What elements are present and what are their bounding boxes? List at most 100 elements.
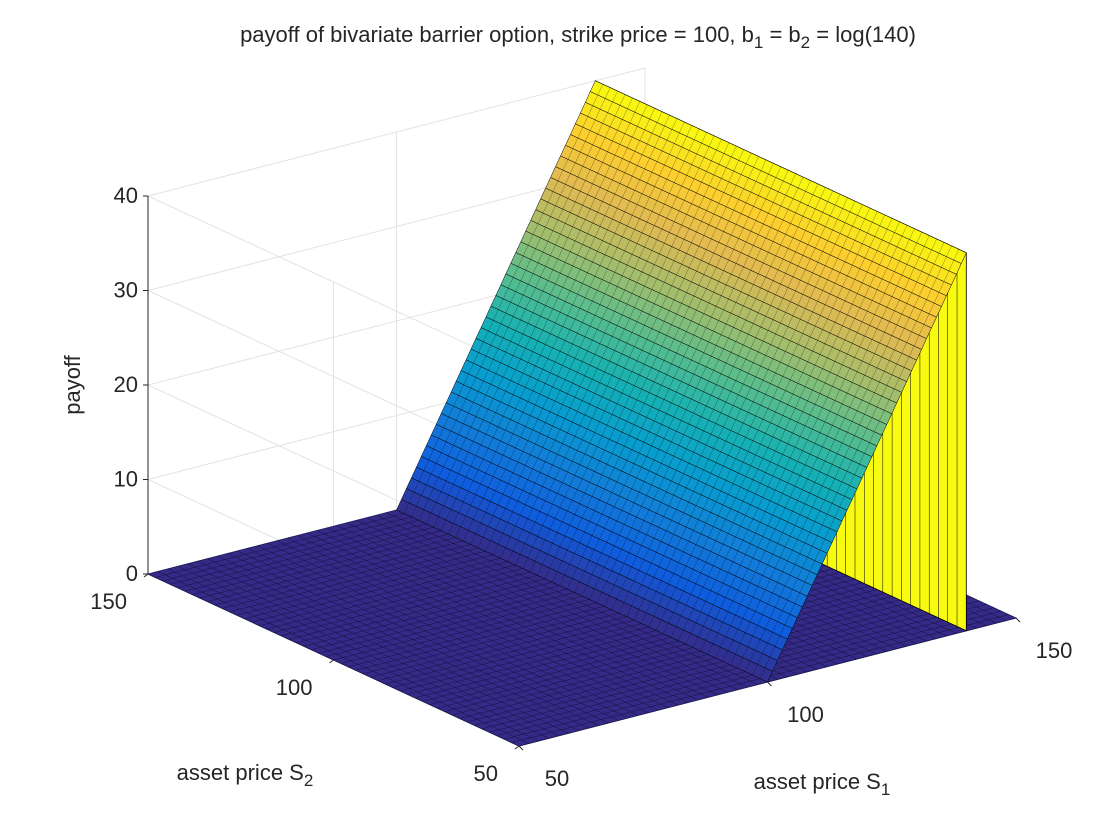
subscript: 1 [881, 780, 890, 799]
x-tick-mark [767, 681, 772, 687]
payoff-ramp-mesh-line [596, 173, 796, 603]
payoff-ramp-mesh-line [574, 163, 774, 593]
payoff-ramp-mesh-line [425, 94, 626, 524]
payoff-ramp-mesh-line [463, 111, 663, 542]
z-axis-label: payoff [60, 354, 85, 414]
payoff-ramp-mesh-line [448, 104, 648, 535]
payoff-ramp-mesh-line [537, 146, 737, 576]
surface-mesh-line [197, 560, 569, 734]
payoff-ramp-mesh-line [455, 108, 655, 538]
payoff-ramp-mesh-line [759, 249, 960, 679]
x-tick-mark [1015, 617, 1021, 623]
x-tick-mark [518, 745, 524, 751]
z-tick-label: 0 [126, 561, 138, 586]
x-tick-label: 150 [1036, 638, 1073, 663]
payoff-ramp-mesh-line [663, 204, 863, 634]
payoff-ramp-mesh-line [745, 242, 945, 672]
payoff-ramp-mesh-line [500, 128, 700, 559]
payoff-ramp-mesh-line [752, 245, 952, 676]
x-tick-label: 50 [545, 766, 569, 791]
subscript: 2 [801, 33, 810, 52]
payoff-ramp-mesh-line [700, 221, 900, 652]
payoff-ramp-mesh-line [737, 238, 937, 669]
payoff-ramp-mesh-line [411, 87, 611, 517]
surface-mesh-line [376, 514, 748, 688]
surface-mesh-line [296, 535, 669, 708]
surface-mesh-line [277, 540, 649, 713]
payoff-ramp-mesh-line [589, 170, 789, 600]
surface-mesh-line [287, 537, 659, 711]
label-text: asset price S [754, 769, 881, 794]
surface-mesh-line [356, 520, 728, 693]
payoff-ramp-mesh-line [559, 156, 759, 586]
payoff-ramp-mesh-line [515, 135, 715, 566]
payoff-ramp-mesh-line [403, 84, 603, 514]
y-axis-label: asset price S2 [177, 760, 314, 790]
surface-mesh-line [217, 555, 589, 729]
payoff-ramp-mesh-line [611, 180, 811, 610]
z-tick-label: 10 [114, 467, 138, 492]
payoff-surface [146, 80, 1018, 747]
payoff-ramp-mesh-line [656, 201, 856, 631]
y-tick-label: 100 [276, 675, 313, 700]
payoff-ramp-mesh-line [581, 166, 781, 597]
surface-mesh-line [167, 568, 539, 742]
payoff-ramp-mesh-line [641, 194, 841, 624]
surface-mesh-line [306, 532, 679, 706]
payoff-ramp-mesh-line [618, 183, 819, 614]
payoff-ramp-mesh-line [566, 159, 767, 590]
surface-mesh-line [257, 545, 629, 719]
surface-mesh-line [207, 558, 579, 731]
subscript: 1 [754, 33, 763, 52]
payoff-ramp-mesh-line [707, 225, 908, 655]
payoff-ramp-mesh-line [477, 118, 678, 548]
z-tick-label: 40 [114, 183, 138, 208]
axis-labels: payoff of bivariate barrier option, stri… [60, 22, 916, 799]
payoff-ramp-mesh-line [433, 97, 633, 528]
chart-title: payoff of bivariate barrier option, stri… [240, 22, 916, 52]
payoff-ramp-mesh-line [485, 121, 685, 552]
z-tick-label: 20 [114, 372, 138, 397]
surface-mesh-line [366, 517, 738, 690]
payoff-ramp-mesh-line [722, 232, 922, 662]
payoff-ramp-mesh-line [715, 228, 915, 659]
payoff-ramp-mesh-line [693, 218, 893, 648]
surface-mesh-line [386, 512, 758, 685]
payoff-ramp-mesh-line [648, 197, 848, 628]
y-tick-label: 50 [474, 761, 498, 786]
surface-mesh-line [326, 527, 699, 701]
surface-mesh-line [227, 553, 599, 726]
payoff-ramp-mesh-line [626, 187, 826, 617]
payoff-ramp-mesh-line [470, 115, 670, 545]
payoff-ramp-mesh-line [544, 149, 744, 579]
payoff-ramp-mesh-line [633, 190, 833, 621]
z-tick-label: 30 [114, 278, 138, 303]
y-tick-mark [514, 745, 520, 750]
surface-mesh-line [247, 548, 619, 721]
payoff-ramp-mesh-line [685, 214, 885, 645]
label-text: = b [763, 22, 800, 47]
surface-mesh-line [157, 571, 530, 744]
payoff-ramp-mesh-line [492, 125, 692, 555]
subscript: 2 [304, 771, 313, 790]
payoff-ramp-mesh-line [678, 211, 878, 641]
payoff-ramp-mesh-line [604, 177, 804, 607]
x-axis-label: asset price S1 [754, 769, 891, 799]
label-text: payoff of bivariate barrier option, stri… [240, 22, 754, 47]
label-text: asset price S [177, 760, 304, 785]
payoff-ramp-mesh-line [552, 152, 752, 583]
payoff-ramp-mesh-line [529, 142, 730, 573]
label-text: = log(140) [810, 22, 916, 47]
payoff-ramp-mesh-line [670, 207, 871, 638]
surface-mesh-line [346, 522, 718, 696]
payoff-ramp-mesh-line [507, 132, 707, 562]
surface-mesh-line [237, 550, 609, 724]
surface-mesh-line [177, 566, 549, 739]
payoff-ramp-mesh-line [440, 101, 641, 531]
y-tick-label: 150 [90, 589, 127, 614]
surface-mesh-line [267, 543, 639, 716]
x-tick-label: 100 [787, 702, 824, 727]
surface-mesh-line [187, 563, 559, 736]
y-tick-mark [329, 659, 334, 664]
